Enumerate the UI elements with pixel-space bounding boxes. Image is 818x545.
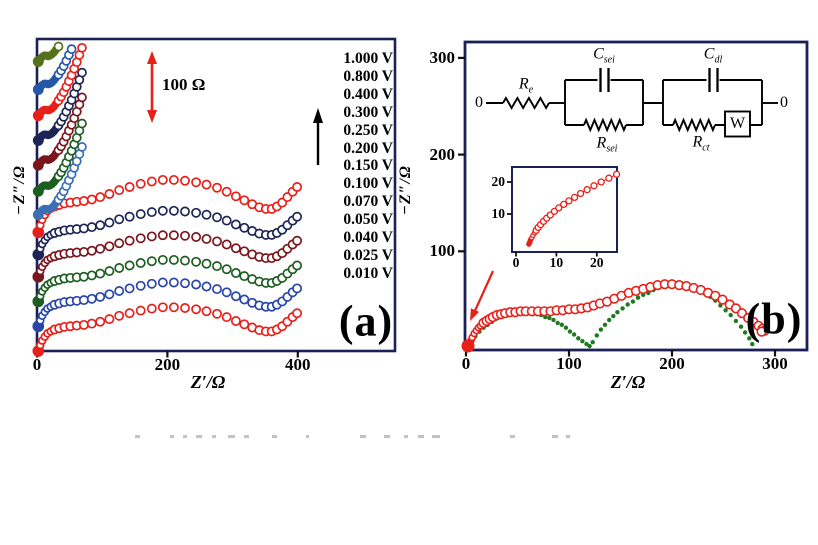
panel-b-frame (463, 40, 809, 352)
legend-item: 0.040 V (343, 229, 393, 247)
inset-ytick-10: 10 (491, 206, 506, 221)
series-0.400V (32, 42, 87, 122)
inset-xtick-0: 0 (512, 255, 520, 270)
inset-xtick-20: 20 (590, 255, 604, 270)
series-0.200V (32, 118, 87, 197)
caption-fragment (384, 435, 390, 438)
caption-fragment (272, 435, 277, 438)
label-Re: Re (518, 75, 534, 96)
panel-b-ytick-200: 200 (429, 144, 456, 164)
caption-fragment (360, 435, 366, 438)
panel-b-label: (b) (745, 294, 803, 344)
caption-fragment (170, 435, 174, 438)
panel-a-x-axis-label: Z′/Ω (190, 372, 226, 392)
label-Rsei: Rsei (596, 134, 618, 155)
caption-fragment (244, 435, 249, 438)
legend-item: 0.050 V (343, 211, 393, 229)
scale-bar-label: 100 Ω (162, 75, 206, 94)
panel-a-xtick-400: 400 (285, 355, 311, 374)
series-0.070V (32, 205, 303, 261)
legend-item: 0.800 V (343, 67, 393, 85)
circuit-right-terminal: 0 (780, 94, 788, 111)
legend-item: 1.000 V (343, 50, 393, 67)
series-0.250V (32, 92, 87, 171)
caption-fragment (135, 435, 140, 438)
panel-b-ytick-100: 100 (429, 241, 456, 261)
caption-fragment (510, 435, 515, 438)
caption-fragment (552, 435, 558, 438)
legend-item: 0.025 V (343, 246, 393, 264)
panel-b-xtick-200: 200 (659, 354, 685, 373)
label-Rct: Rct (692, 133, 710, 154)
panel-a-label: (a) (338, 296, 394, 346)
caption-fragment (228, 435, 235, 438)
series-0.100V (32, 174, 303, 239)
caption-fragment (212, 435, 216, 438)
panel-b-xtick-300: 300 (762, 354, 788, 373)
circuit-left-terminal: 0 (475, 94, 483, 111)
series-0.025V (32, 277, 303, 333)
legend-item: 0.010 V (343, 264, 393, 282)
legend-item: 0.400 V (343, 85, 393, 103)
panel-b-xtick-100: 100 (556, 354, 582, 373)
panel-b-y-axis-label: −Z″/Ω (397, 165, 414, 215)
caption-fragment (432, 435, 440, 438)
panel-b-xtick-0: 0 (461, 354, 471, 373)
label-warburg: W (729, 115, 746, 132)
series-0.300V (32, 67, 87, 146)
series-0.800V (32, 44, 77, 95)
caption-fragment (306, 435, 309, 438)
caption-fragment (418, 435, 424, 438)
series-0.010V (32, 302, 303, 357)
inset-series (526, 170, 621, 247)
legend-item: 0.070 V (343, 193, 393, 211)
label-Csei: Csei (593, 45, 615, 66)
legend-item: 0.300 V (343, 103, 393, 121)
series-0.040V (32, 254, 303, 308)
caption-fragment (404, 435, 408, 438)
series-0.150V (32, 142, 87, 221)
legend-item: 0.200 V (343, 139, 393, 157)
series-1.000V (32, 41, 64, 67)
legend-item: 0.100 V (343, 175, 393, 193)
caption-fragment (196, 435, 202, 438)
inset-ytick-20: 20 (491, 174, 506, 189)
annotation-arrow (472, 270, 495, 314)
series-0.050V (32, 230, 303, 283)
equivalent-circuit (486, 68, 778, 138)
panel-b-x-axis-label: Z′/Ω (610, 372, 646, 392)
panel-a-y-axis-label: −Z″/Ω (11, 165, 28, 215)
caption-fragment (566, 435, 570, 438)
caption-fragment (183, 435, 187, 438)
legend-item: 0.250 V (343, 121, 393, 139)
panel-b-ytick-300: 300 (429, 47, 456, 67)
panel-a-xtick-0: 0 (32, 355, 42, 374)
legend-item: 0.150 V (343, 157, 393, 175)
panel-a-xtick-200: 200 (154, 355, 181, 374)
inset-frame (511, 166, 618, 253)
series-measured (461, 279, 770, 353)
inset-xtick-10: 10 (549, 255, 564, 270)
voltage-legend: 1.000 V 0.800 V 0.400 V 0.300 V 0.250 V 0.200… (343, 50, 393, 283)
label-Cdl: Cdl (703, 45, 723, 66)
